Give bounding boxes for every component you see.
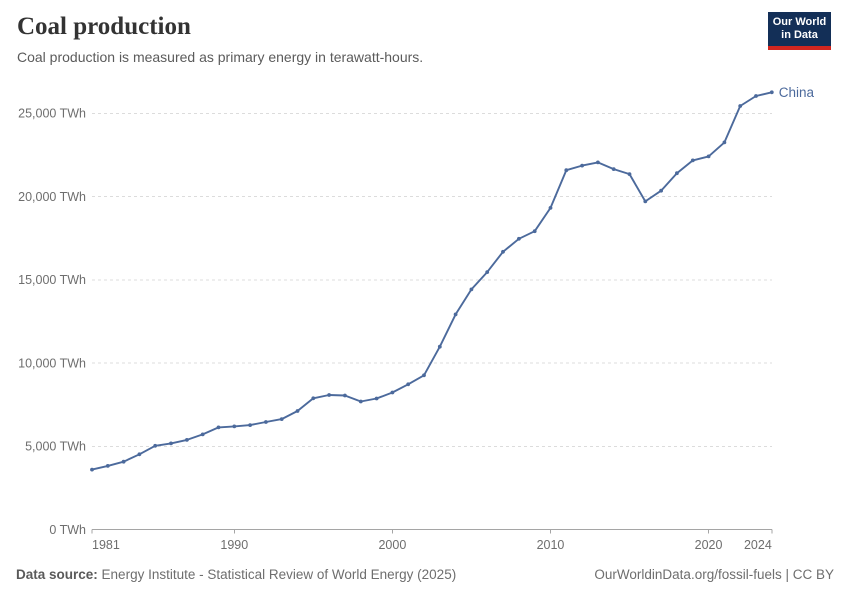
data-point[interactable] <box>738 104 743 108</box>
license-link[interactable]: OurWorldinData.org/fossil-fuels | CC BY <box>594 567 834 582</box>
data-point[interactable] <box>216 425 221 430</box>
data-point[interactable] <box>501 249 505 254</box>
data-point[interactable] <box>311 396 316 401</box>
data-point[interactable] <box>137 452 142 457</box>
data-point[interactable] <box>611 167 616 172</box>
data-point[interactable] <box>90 467 94 472</box>
data-point[interactable] <box>279 417 284 421</box>
data-point[interactable] <box>643 199 648 204</box>
data-point[interactable] <box>343 393 347 398</box>
data-point[interactable] <box>232 424 237 429</box>
data-source-note: Data source: Energy Institute - Statisti… <box>16 566 456 583</box>
data-point[interactable] <box>548 206 553 210</box>
data-point[interactable] <box>327 393 331 397</box>
data-point[interactable] <box>517 236 521 241</box>
data-point[interactable] <box>675 171 679 176</box>
data-point[interactable] <box>200 432 205 437</box>
x-axis-tick-label: 2020 <box>695 538 723 552</box>
data-point[interactable] <box>422 373 426 378</box>
data-point[interactable] <box>706 154 711 159</box>
x-axis-tick-label: 2024 <box>744 538 772 552</box>
y-axis-tick-label: 5,000 TWh <box>25 440 86 454</box>
data-point[interactable] <box>659 188 663 193</box>
data-point[interactable] <box>264 420 268 424</box>
data-point[interactable] <box>248 423 253 427</box>
data-point[interactable] <box>722 140 727 145</box>
data-point[interactable] <box>374 396 379 401</box>
data-source-label: Data source: <box>16 567 98 582</box>
x-axis-tick-label: 2000 <box>378 538 406 552</box>
y-axis-tick-label: 10,000 TWh <box>18 356 86 370</box>
x-axis-tick-label: 1981 <box>92 538 120 552</box>
series-label-china[interactable]: China <box>779 85 815 100</box>
data-point[interactable] <box>564 168 569 173</box>
data-point[interactable] <box>105 464 110 468</box>
owid-logo[interactable]: Our World in Data <box>768 12 831 50</box>
data-point[interactable] <box>469 287 474 292</box>
data-point[interactable] <box>690 158 695 163</box>
chart-line-china[interactable] <box>91 91 773 471</box>
data-point[interactable] <box>406 382 411 387</box>
y-axis-tick-label: 0 TWh <box>49 523 86 537</box>
logo-text-line2: in Data <box>781 29 818 41</box>
data-point[interactable] <box>769 90 774 95</box>
x-axis-tick-label: 2010 <box>537 538 565 552</box>
data-point[interactable] <box>580 163 584 168</box>
y-axis-tick-label: 25,000 TWh <box>18 107 86 121</box>
data-point[interactable] <box>121 459 126 464</box>
data-point[interactable] <box>358 399 363 404</box>
data-point[interactable] <box>627 172 632 177</box>
chart-footer: Data source: Energy Institute - Statisti… <box>16 566 834 583</box>
logo-text-line1: Our World <box>772 16 827 28</box>
x-axis-tick-label: 1990 <box>220 538 248 552</box>
data-point[interactable] <box>453 312 458 317</box>
y-axis-tick-label: 15,000 TWh <box>18 273 86 287</box>
data-source-text: Energy Institute - Statistical Review of… <box>101 567 457 582</box>
data-point[interactable] <box>169 441 173 446</box>
data-point[interactable] <box>485 270 490 274</box>
data-point[interactable] <box>153 443 158 448</box>
data-point[interactable] <box>185 438 189 442</box>
data-point[interactable] <box>596 160 600 165</box>
chart-header: Coal production Coal production is measu… <box>17 12 423 66</box>
page-title: Coal production <box>17 13 191 40</box>
data-point[interactable] <box>390 390 395 395</box>
line-chart: 0 TWh 5,000 TWh 10,000 TWh 15,000 TWh 20,000… <box>18 85 815 552</box>
data-point[interactable] <box>295 409 300 413</box>
data-point[interactable] <box>532 229 537 234</box>
y-axis-tick-label: 20,000 TWh <box>18 190 86 204</box>
chart-subtitle: Coal production is measured as primary e… <box>17 49 424 65</box>
data-point[interactable] <box>754 94 758 98</box>
data-point[interactable] <box>437 344 442 349</box>
